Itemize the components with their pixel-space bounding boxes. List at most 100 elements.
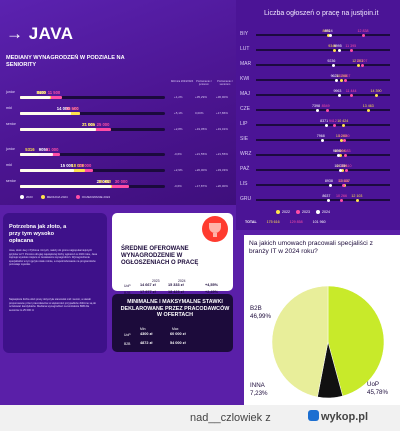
- salary-value: 16 500: [65, 106, 79, 111]
- offers-marker: [343, 78, 347, 82]
- b2b-2023: 17 977 zł: [140, 290, 156, 294]
- col-header-junior: Porównanie z juniorem: [196, 80, 212, 87]
- col-header-senior: Porównanie z seniorem: [217, 80, 233, 87]
- offers-marker: [367, 108, 371, 112]
- offers-track: [256, 153, 390, 157]
- trophy-icon: [202, 216, 228, 242]
- month-label: MAJ: [240, 91, 250, 97]
- salary-value: 21 025: [82, 122, 96, 127]
- min-max-title: MINIMALNE I MAKSYMALNE STAWKI DEKLAROWAN…: [120, 299, 230, 319]
- offers-value: 8549: [321, 104, 330, 108]
- info-card: [3, 213, 107, 353]
- total-label: TOTAL: [245, 220, 257, 224]
- salary-track: [20, 96, 165, 99]
- month-label: PAŹ: [240, 166, 250, 172]
- offers-track: [256, 33, 390, 37]
- legend-2023: 2023: [20, 195, 33, 200]
- job-offers-panel: [236, 0, 400, 230]
- offers-value: 10 424: [337, 119, 349, 123]
- salary-value: 16 500: [65, 106, 79, 111]
- offers-marker: [360, 63, 364, 67]
- salary-track: [20, 112, 165, 115]
- salary-percent: 0,00%: [195, 111, 204, 115]
- offers-marker: [333, 123, 337, 127]
- minmax-b2b-label: B2B: [124, 342, 131, 346]
- offers-value: 12 838: [357, 29, 369, 33]
- year-2024-header: 2024: [178, 279, 186, 283]
- salary-value: 5316: [25, 147, 35, 152]
- pie-slice-uop: [327, 285, 385, 397]
- offers-marker: [326, 108, 330, 112]
- offers-value: 8637: [322, 194, 331, 198]
- offers-value: 11 395: [345, 44, 357, 48]
- legend-2023: 2023: [296, 210, 310, 215]
- job-offers-totals: TOTAL 175 616 129 858 101 960: [245, 220, 326, 224]
- seniority-label: senior: [6, 122, 16, 126]
- col-header-diff: Różnica 2023/2024: [170, 80, 194, 83]
- salary-value: 25 000: [96, 122, 110, 127]
- offers-value: 10 810: [340, 164, 352, 168]
- info-card-body-2: Największa liczba ofert pracy dotyczyła …: [9, 298, 96, 312]
- salary-bar-segment: [20, 185, 111, 188]
- offers-marker: [343, 138, 347, 142]
- offers-track: [256, 108, 390, 112]
- salary-value: 8500: [36, 90, 47, 95]
- offers-value: 7968: [316, 134, 325, 138]
- offers-marker: [337, 93, 341, 97]
- avg-salary-title: ŚREDNIE OFEROWANE WYNAGRODZENIE W OGŁOSZ…: [121, 246, 199, 267]
- offers-value: 10 094: [334, 149, 346, 153]
- offers-value: 9621: [330, 74, 339, 78]
- uop-change: +4,55%: [205, 283, 218, 287]
- salary-percent: +33,33%: [216, 168, 228, 172]
- wykop-logo-icon: [308, 410, 319, 421]
- salary-track: [20, 153, 165, 156]
- salary-value: 9050: [38, 147, 49, 152]
- month-label: LUT: [240, 46, 250, 52]
- salary-percent: +20,00%: [216, 184, 228, 188]
- salary-percent: -0,6%: [174, 184, 182, 188]
- salary-percent: +2,8%: [174, 127, 183, 131]
- offers-marker: [340, 198, 344, 202]
- salary-track: [20, 169, 165, 172]
- offers-track: [256, 93, 390, 97]
- month-label: GRU: [240, 196, 252, 202]
- footer-bar: [0, 405, 400, 431]
- footer-brand-logo[interactable]: wykop.pl: [308, 410, 368, 423]
- pie-question: Na jakich umowach pracowali specjaliści …: [249, 240, 373, 255]
- offers-value: 9236: [327, 59, 336, 63]
- salary-value: 30 000: [114, 179, 128, 184]
- offers-value: 8652: [322, 29, 331, 33]
- uop-2023: 14 667 zł: [140, 283, 156, 287]
- min-max-card: [112, 294, 233, 352]
- salary-legend: 2023 MEDIANA 2024 OCZEKIWANIE 2024: [20, 195, 110, 200]
- salary-bar-segment: [20, 128, 97, 131]
- offers-value: 8938: [324, 179, 333, 183]
- salary-percent: +35,29%: [195, 95, 207, 99]
- total-2022: 175 616: [266, 220, 280, 224]
- salary-value: 25 450: [98, 179, 112, 184]
- offers-marker: [343, 153, 347, 157]
- total-2023: 129 858: [289, 220, 303, 224]
- footer-author[interactable]: nad__czlowiek z: [190, 412, 271, 424]
- b2b-max: 54 000 zł: [170, 341, 186, 345]
- offers-value: 12 103: [351, 194, 363, 198]
- offers-track: [256, 138, 390, 142]
- offers-marker: [316, 108, 320, 112]
- offers-marker: [326, 33, 330, 37]
- offers-value: 14 390: [370, 89, 382, 93]
- offers-marker: [340, 168, 344, 172]
- seniority-label: mid: [6, 106, 12, 110]
- uop-max: 60 000 zł: [170, 332, 186, 336]
- salary-percent: +20,00%: [195, 168, 207, 172]
- offers-marker: [321, 138, 325, 142]
- salary-bar-segment: [20, 153, 53, 156]
- max-header: Max: [172, 327, 179, 331]
- offers-marker: [349, 48, 353, 52]
- salary-value: 11 000: [45, 147, 59, 152]
- offers-marker: [335, 78, 339, 82]
- salary-bar-segment: [20, 96, 51, 99]
- offers-marker: [338, 48, 342, 52]
- offers-track: [256, 183, 390, 187]
- pie-label-b2b: B2B 46,99%: [250, 305, 271, 320]
- salary-percent: +5,1%: [174, 111, 183, 115]
